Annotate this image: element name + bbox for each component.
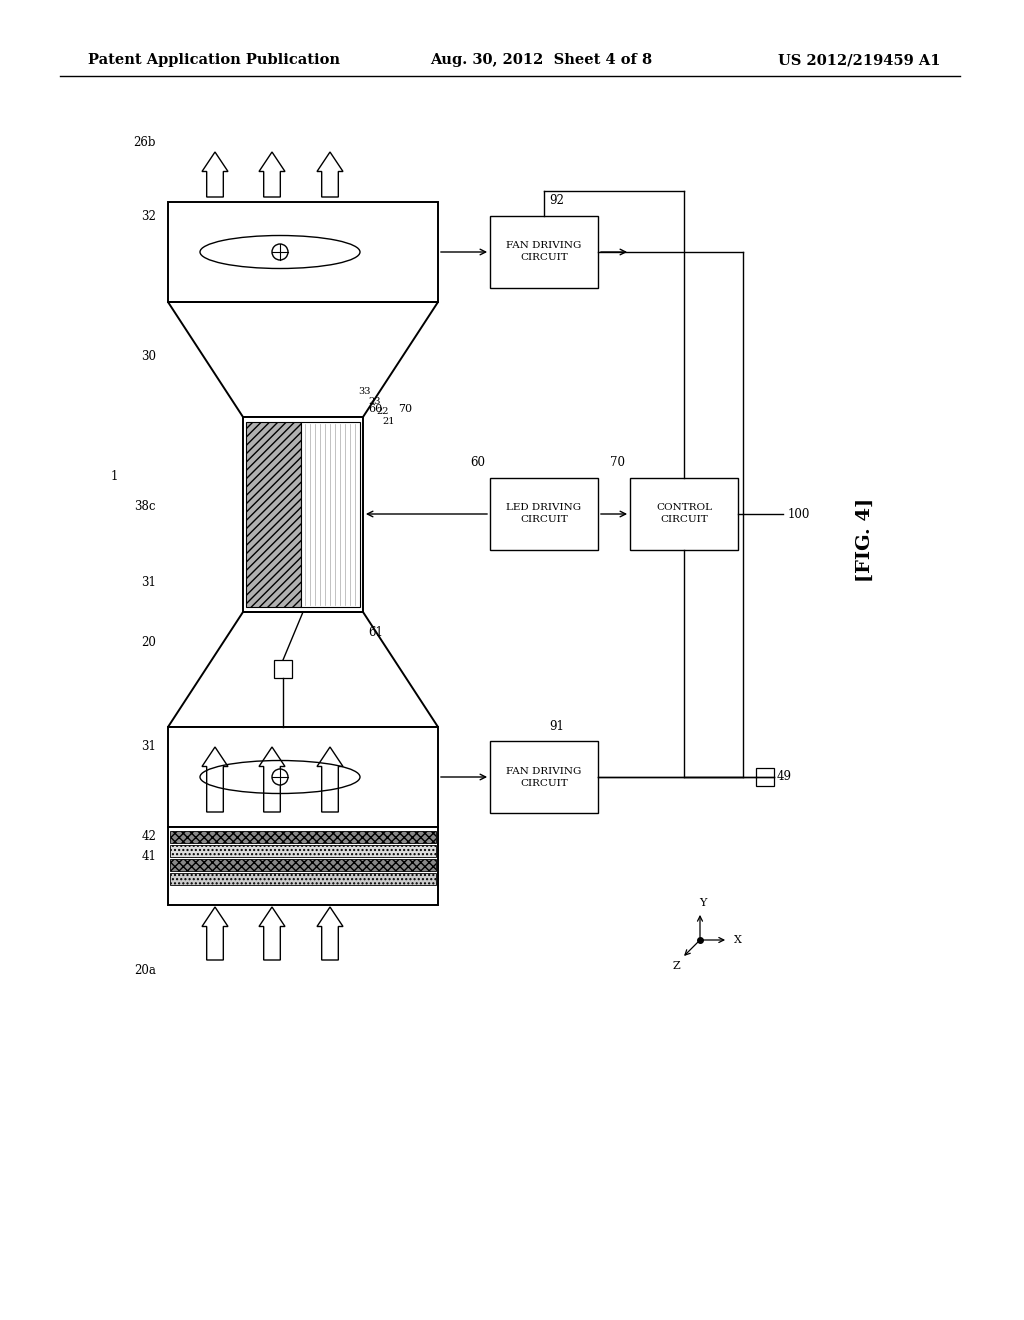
Circle shape bbox=[272, 770, 288, 785]
Text: LED DRIVING: LED DRIVING bbox=[507, 503, 582, 512]
Text: Aug. 30, 2012  Sheet 4 of 8: Aug. 30, 2012 Sheet 4 of 8 bbox=[430, 53, 652, 67]
Text: Y: Y bbox=[699, 898, 707, 908]
Text: 20a: 20a bbox=[134, 964, 156, 977]
Text: 41: 41 bbox=[141, 850, 156, 863]
Text: 60: 60 bbox=[368, 404, 382, 414]
Text: 22: 22 bbox=[376, 408, 388, 417]
Text: CIRCUIT: CIRCUIT bbox=[520, 516, 568, 524]
Bar bbox=[756, 768, 774, 785]
Text: 26b: 26b bbox=[133, 136, 156, 149]
Text: FAN DRIVING: FAN DRIVING bbox=[506, 767, 582, 776]
Text: 70: 70 bbox=[610, 457, 625, 470]
Bar bbox=[243, 417, 362, 612]
Bar bbox=[274, 660, 292, 678]
Text: 70: 70 bbox=[398, 404, 412, 414]
Bar bbox=[170, 845, 436, 857]
Text: 60: 60 bbox=[470, 457, 485, 470]
Bar bbox=[170, 859, 436, 871]
Text: CIRCUIT: CIRCUIT bbox=[660, 516, 708, 524]
Text: Z: Z bbox=[673, 961, 680, 972]
Text: 92: 92 bbox=[549, 194, 564, 207]
Text: US 2012/219459 A1: US 2012/219459 A1 bbox=[777, 53, 940, 67]
Text: FAN DRIVING: FAN DRIVING bbox=[506, 242, 582, 251]
Text: X: X bbox=[734, 935, 741, 945]
Bar bbox=[168, 202, 438, 302]
Text: 33: 33 bbox=[358, 388, 371, 396]
Text: 21: 21 bbox=[382, 417, 394, 426]
Text: 91: 91 bbox=[549, 719, 564, 733]
Bar bbox=[490, 216, 598, 288]
Text: 30: 30 bbox=[141, 351, 156, 363]
Bar bbox=[170, 832, 436, 843]
Text: 42: 42 bbox=[141, 830, 156, 843]
Text: 61: 61 bbox=[368, 626, 383, 639]
Circle shape bbox=[272, 244, 288, 260]
Bar bbox=[630, 478, 738, 550]
Text: 31: 31 bbox=[141, 576, 156, 589]
Bar bbox=[246, 422, 301, 607]
Text: 31: 31 bbox=[141, 741, 156, 754]
Text: 100: 100 bbox=[788, 507, 810, 520]
Bar bbox=[301, 422, 360, 607]
Text: 38c: 38c bbox=[134, 500, 156, 513]
Text: CIRCUIT: CIRCUIT bbox=[520, 779, 568, 788]
Text: 20: 20 bbox=[141, 635, 156, 648]
Bar bbox=[490, 741, 598, 813]
Text: 1: 1 bbox=[111, 470, 118, 483]
Bar bbox=[168, 727, 438, 828]
Text: [FIG. 4]: [FIG. 4] bbox=[856, 498, 874, 582]
Bar bbox=[170, 873, 436, 884]
Text: Patent Application Publication: Patent Application Publication bbox=[88, 53, 340, 67]
Text: 49: 49 bbox=[777, 771, 792, 784]
Bar bbox=[490, 478, 598, 550]
Text: CONTROL: CONTROL bbox=[656, 503, 712, 512]
Text: 23: 23 bbox=[368, 397, 381, 407]
Text: CIRCUIT: CIRCUIT bbox=[520, 253, 568, 263]
Text: 32: 32 bbox=[141, 210, 156, 223]
Bar bbox=[168, 828, 438, 906]
